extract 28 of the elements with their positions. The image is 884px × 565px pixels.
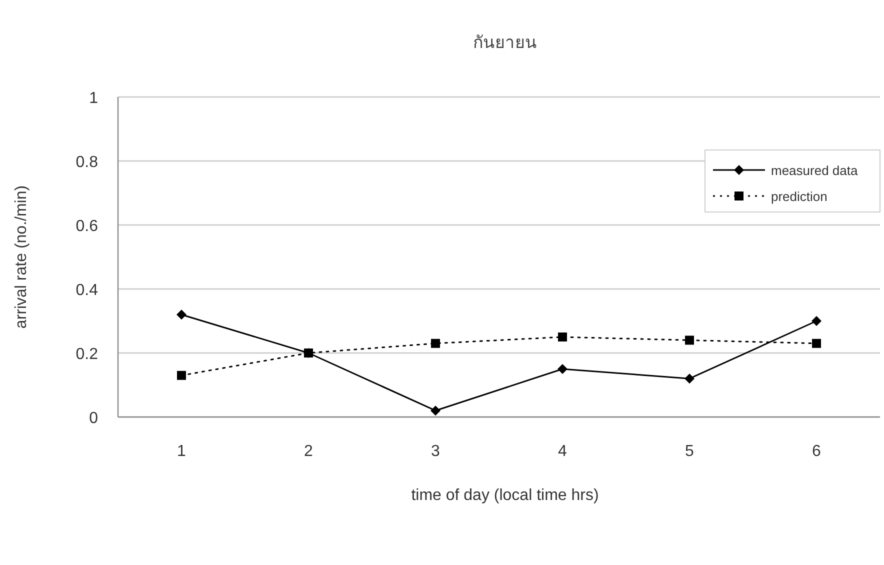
point [684, 374, 694, 384]
y-tick-label: 0.2 [76, 346, 98, 363]
x-tick-label: 1 [177, 443, 186, 460]
x-tick-label: 3 [431, 443, 440, 460]
point [176, 310, 186, 320]
point [812, 316, 822, 326]
point [430, 406, 440, 416]
point [558, 332, 567, 342]
x-tick-label: 2 [304, 443, 314, 460]
x-tick-label: 6 [812, 443, 822, 460]
point [431, 338, 440, 348]
y-tick-label: 1 [89, 90, 98, 107]
x-tick-label: 5 [685, 443, 694, 460]
x-tick-label: 4 [558, 443, 568, 460]
legend-label: measured data [771, 163, 858, 178]
y-tick-label: 0 [89, 410, 98, 427]
y-tick-label: 0.6 [76, 218, 98, 235]
chart-title: กันยายน [473, 33, 537, 52]
y-axis-title: arrival rate (no./min) [13, 185, 30, 329]
y-tick-label: 0.8 [76, 154, 98, 171]
point [558, 364, 568, 374]
x-axis-title: time of day (local time hrs) [411, 487, 599, 504]
point [177, 370, 186, 380]
point [812, 338, 821, 348]
legend-label: prediction [771, 189, 828, 204]
y-tick-label: 0.4 [76, 282, 98, 299]
point [685, 336, 694, 345]
point [304, 348, 313, 358]
